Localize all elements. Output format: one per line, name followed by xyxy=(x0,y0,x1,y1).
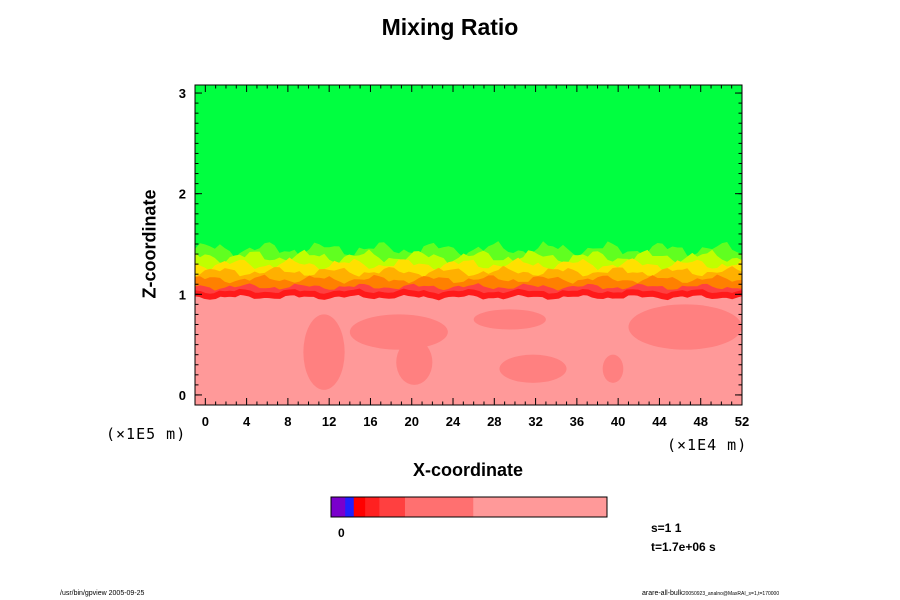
lower-patch xyxy=(349,314,448,350)
boundary-band xyxy=(195,288,742,301)
x-tick-label: 52 xyxy=(735,414,749,429)
colorbar-segment xyxy=(345,497,355,517)
lower-patch xyxy=(396,339,433,385)
lower-patch xyxy=(602,354,624,383)
y-tick-label: 3 xyxy=(179,86,186,101)
lower-patch xyxy=(303,314,345,390)
colorbar-segment xyxy=(331,497,346,517)
x-tick-label: 48 xyxy=(693,414,707,429)
x-tick-label: 12 xyxy=(322,414,336,429)
lower-patch xyxy=(499,354,567,383)
x-axis-label: X-coordinate xyxy=(412,460,523,480)
x-tick-label: 24 xyxy=(446,414,461,429)
y-tick-label: 0 xyxy=(179,388,186,403)
colorbar-zero-label: 0 xyxy=(338,526,345,540)
y-axis-label: Z-coordinate xyxy=(139,189,160,299)
x-scale-label: (×1E4 m) xyxy=(667,436,748,454)
footer-right: arare-all-bulk20050923_analno@MaxRAI_s=1… xyxy=(642,590,779,597)
s-label: s=1 1 xyxy=(651,521,682,535)
colorbar-frame xyxy=(330,496,608,518)
t-label: t=1.7e+06 s xyxy=(651,540,716,554)
y-tick-label: 1 xyxy=(179,287,186,302)
x-tick-label: 8 xyxy=(284,414,291,429)
colorbar-segment xyxy=(379,497,406,517)
colorbar-segment xyxy=(353,497,366,517)
colorbar xyxy=(330,496,608,518)
chart-title: Mixing Ratio xyxy=(381,14,519,40)
footer-left: /usr/bin/gpview 2005-09-25 xyxy=(60,590,145,597)
y-tick-label: 2 xyxy=(179,187,186,202)
colorbar-segment xyxy=(473,497,608,517)
y-scale-label: (×1E5 m) xyxy=(106,425,187,443)
heatmap-field xyxy=(195,85,742,405)
x-tick-label: 40 xyxy=(611,414,625,429)
x-tick-label: 44 xyxy=(652,414,667,429)
lower-patch xyxy=(628,304,742,350)
colorbar-segment xyxy=(365,497,380,517)
x-tick-label: 28 xyxy=(487,414,501,429)
footer-right-sub: 20050923_analno@MaxRAI_s=1,t=170000 xyxy=(682,591,780,597)
x-tick-label: 36 xyxy=(570,414,584,429)
colorbar-segment xyxy=(404,497,474,517)
lower-patch xyxy=(473,309,546,330)
x-tick-label: 0 xyxy=(202,414,209,429)
x-tick-label: 16 xyxy=(363,414,377,429)
x-tick-label: 4 xyxy=(243,414,251,429)
plot-frame xyxy=(194,84,743,406)
x-tick-label: 20 xyxy=(405,414,419,429)
x-tick-label: 32 xyxy=(528,414,542,429)
footer-right-main: arare-all-bulk xyxy=(642,590,683,597)
